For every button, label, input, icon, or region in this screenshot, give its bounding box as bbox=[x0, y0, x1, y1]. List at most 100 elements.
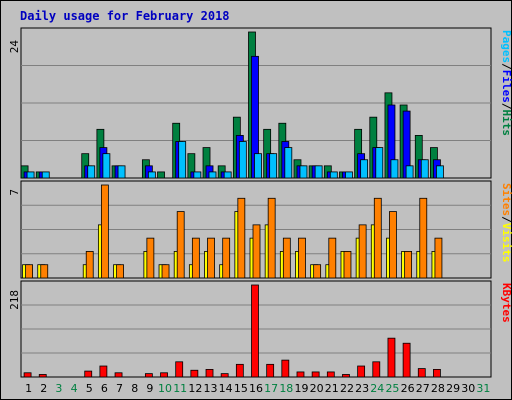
bar-kbytes-day-6 bbox=[99, 365, 108, 378]
x-tick-label: 16 bbox=[249, 382, 263, 395]
bar-pages-day-19 bbox=[299, 165, 308, 179]
bar-kbytes-day-27 bbox=[417, 368, 426, 378]
bar-hits-day-10 bbox=[157, 171, 165, 179]
bar-kbytes-day-7 bbox=[114, 372, 123, 378]
bar-kbytes-day-15 bbox=[235, 363, 244, 378]
bar-sites-day-11 bbox=[176, 211, 185, 279]
legend: KBytes bbox=[500, 283, 512, 323]
bar-sites-day-17 bbox=[267, 197, 276, 279]
x-tick-label: 24 bbox=[370, 382, 384, 395]
legend-item: Pages bbox=[500, 30, 512, 63]
bar-pages-day-18 bbox=[284, 147, 293, 179]
bar-sites-day-19 bbox=[298, 237, 306, 279]
x-tick-label: 19 bbox=[294, 382, 308, 395]
bar-pages-day-14 bbox=[223, 171, 232, 179]
bar-sites-day-13 bbox=[207, 237, 215, 279]
bar-kbytes-day-2 bbox=[38, 374, 47, 378]
bar-kbytes-day-12 bbox=[190, 369, 199, 378]
bar-kbytes-day-17 bbox=[266, 363, 275, 378]
legend-item: / bbox=[500, 63, 512, 70]
bar-kbytes-day-11 bbox=[175, 361, 184, 378]
bar-pages-day-15 bbox=[238, 141, 247, 179]
bar-pages-day-6 bbox=[102, 153, 111, 179]
bar-pages-day-23 bbox=[360, 159, 369, 179]
bar-pages-day-5 bbox=[87, 165, 96, 179]
bar-kbytes-day-5 bbox=[84, 370, 93, 378]
x-tick-label: 2 bbox=[40, 382, 47, 395]
bar-kbytes-day-20 bbox=[311, 371, 320, 378]
x-tick-label: 10 bbox=[158, 382, 172, 395]
x-tick-label: 5 bbox=[86, 382, 93, 395]
bar-sites-day-16 bbox=[252, 224, 261, 279]
x-tick-label: 30 bbox=[461, 382, 475, 395]
x-tick-label: 31 bbox=[476, 382, 490, 395]
bar-pages-day-24 bbox=[375, 147, 384, 179]
bar-sites-day-27 bbox=[419, 197, 428, 279]
bar-sites-day-24 bbox=[373, 197, 382, 279]
bar-sites-day-5 bbox=[85, 251, 94, 279]
legend-item: Sites bbox=[500, 183, 512, 216]
bar-kbytes-day-18 bbox=[281, 359, 290, 378]
bar-pages-day-2 bbox=[41, 171, 50, 179]
bar-sites-day-21 bbox=[328, 237, 337, 279]
legend-item: Visits bbox=[500, 223, 512, 263]
bar-sites-day-12 bbox=[191, 237, 200, 279]
bar-pages-day-13 bbox=[208, 171, 217, 179]
panel-kbytes: 218 KBytes bbox=[8, 280, 512, 378]
bar-pages-day-26 bbox=[405, 165, 414, 179]
bar-kbytes-day-26 bbox=[402, 342, 411, 378]
bar-pages-day-27 bbox=[420, 159, 429, 179]
bar-pages-day-20 bbox=[314, 165, 323, 179]
x-tick-label: 26 bbox=[401, 382, 415, 395]
x-tick-label: 20 bbox=[310, 382, 324, 395]
bar-pages-day-1 bbox=[26, 171, 35, 179]
bar-kbytes-day-21 bbox=[326, 371, 335, 378]
bar-sites-day-14 bbox=[222, 237, 231, 279]
x-tick-label: 11 bbox=[173, 382, 187, 395]
y-max-label: 7 bbox=[8, 189, 21, 196]
bar-pages-day-17 bbox=[269, 153, 278, 179]
bar-sites-day-6 bbox=[100, 184, 109, 279]
x-axis-labels: 1 2 3 4 5 6 7 8 9 10 11 12 13 14 15 16 17 18 19 20 21 22 23 24 2… bbox=[25, 382, 490, 395]
panel-visits_sites: 7 Sites/Visits bbox=[8, 180, 512, 279]
bar-pages-day-25 bbox=[390, 159, 399, 179]
bar-sites-day-28 bbox=[434, 237, 443, 279]
x-tick-label: 21 bbox=[325, 382, 339, 395]
x-tick-label: 23 bbox=[355, 382, 369, 395]
legend-item: Files bbox=[500, 70, 512, 103]
bar-kbytes-day-9 bbox=[144, 373, 153, 378]
legend-item: KBytes bbox=[500, 283, 512, 323]
x-tick-label: 17 bbox=[264, 382, 278, 395]
x-tick-label: 9 bbox=[146, 382, 153, 395]
x-tick-label: 15 bbox=[234, 382, 248, 395]
bar-kbytes-day-24 bbox=[372, 361, 381, 378]
bar-sites-day-15 bbox=[237, 197, 246, 279]
bar-kbytes-day-14 bbox=[220, 373, 229, 378]
x-tick-label: 27 bbox=[416, 382, 430, 395]
bar-kbytes-day-25 bbox=[387, 337, 396, 378]
x-tick-label: 28 bbox=[431, 382, 445, 395]
bar-sites-day-22 bbox=[343, 251, 352, 279]
y-max-label: 24 bbox=[8, 40, 21, 54]
bar-kbytes-day-23 bbox=[357, 365, 366, 378]
x-tick-label: 14 bbox=[219, 382, 233, 395]
bar-sites-day-25 bbox=[389, 211, 397, 279]
bar-pages-day-22 bbox=[345, 171, 353, 179]
x-tick-label: 3 bbox=[55, 382, 62, 395]
legend-item: Hits bbox=[500, 110, 512, 137]
y-max-label: 218 bbox=[8, 290, 21, 310]
x-tick-label: 6 bbox=[101, 382, 108, 395]
bar-pages-day-28 bbox=[436, 165, 444, 179]
panel-hits_files_pages: 24 Pages/Files/Hits bbox=[8, 27, 512, 179]
bar-sites-day-2 bbox=[40, 264, 49, 279]
bar-sites-day-23 bbox=[358, 224, 367, 279]
x-tick-label: 1 bbox=[25, 382, 32, 395]
legend: Sites/Visits bbox=[500, 183, 512, 263]
x-tick-label: 29 bbox=[446, 382, 460, 395]
legend-item: / bbox=[500, 103, 512, 110]
bar-sites-day-26 bbox=[404, 251, 413, 279]
x-tick-label: 4 bbox=[71, 382, 78, 395]
bar-sites-day-7 bbox=[116, 264, 124, 279]
